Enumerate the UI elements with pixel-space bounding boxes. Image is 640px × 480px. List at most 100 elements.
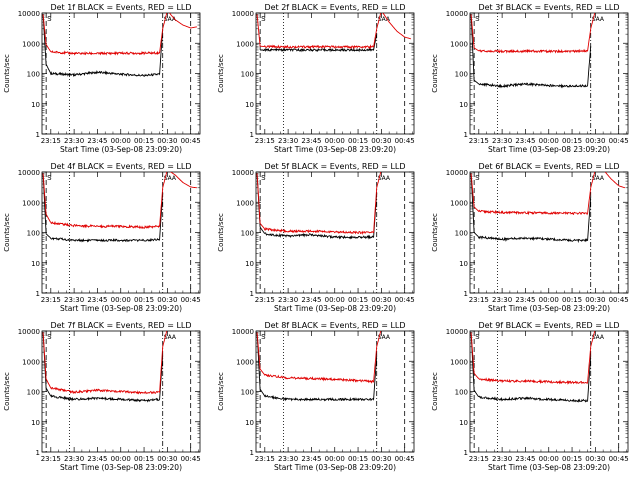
y-tick-label: 1 bbox=[250, 449, 254, 457]
events-series-line bbox=[256, 332, 378, 402]
reference-lines bbox=[45, 172, 192, 293]
x-tick-label: 23:30 bbox=[492, 455, 512, 463]
x-tick-label: 23:45 bbox=[515, 137, 535, 145]
series-group bbox=[42, 172, 197, 243]
panel-det-5f: Det 5f BLACK = Events, RED = LLD 1 10 100 10… bbox=[217, 162, 415, 313]
y-tick-label: 10 bbox=[459, 260, 468, 268]
marker-label-s: S bbox=[47, 174, 52, 182]
series-group bbox=[256, 172, 411, 240]
series-group bbox=[470, 331, 625, 403]
events-series-line bbox=[470, 173, 592, 244]
x-tick-label: 00:00 bbox=[539, 296, 559, 304]
y-tick-label: 10000 bbox=[18, 10, 40, 18]
marker-label-s: S bbox=[261, 15, 266, 23]
x-tick-label: 00:30 bbox=[585, 455, 605, 463]
panel-title: Det 5f BLACK = Events, RED = LLD bbox=[264, 162, 405, 171]
y-tick-label: 1000 bbox=[236, 199, 254, 207]
panel-title: Det 2f BLACK = Events, RED = LLD bbox=[264, 3, 405, 12]
y-tick-label: 10 bbox=[459, 101, 468, 109]
x-tick-label: 23:30 bbox=[492, 296, 512, 304]
x-tick-label: 00:30 bbox=[157, 296, 177, 304]
y-axis-title: Counts/sec bbox=[431, 54, 439, 93]
y-tick-label: 1000 bbox=[236, 40, 254, 48]
x-tick-label: 00:00 bbox=[539, 137, 559, 145]
x-tick-label: 23:45 bbox=[87, 455, 107, 463]
lld-series-line bbox=[256, 13, 411, 50]
x-tick-label: 23:30 bbox=[64, 455, 84, 463]
y-tick-label: 1000 bbox=[22, 358, 40, 366]
panel-det-9f: Det 9f BLACK = Events, RED = LLD 1 10 100 10… bbox=[431, 321, 629, 472]
y-tick-label: 1 bbox=[464, 131, 468, 139]
y-tick-label: 10 bbox=[245, 419, 254, 427]
marker-label-s: S bbox=[475, 15, 480, 23]
x-tick-label: 23:30 bbox=[64, 137, 84, 145]
events-series-line bbox=[42, 332, 164, 403]
reference-lines bbox=[473, 172, 620, 293]
y-tick-label: 1 bbox=[36, 449, 40, 457]
plot-frame bbox=[469, 330, 629, 453]
x-tick-label: 00:15 bbox=[134, 455, 154, 463]
x-tick-label: 23:15 bbox=[41, 296, 61, 304]
x-axis-title: Start Time (03-Sep-08 23:09:20) bbox=[274, 145, 396, 154]
x-tick-label: 23:30 bbox=[278, 296, 298, 304]
y-tick-label: 1000 bbox=[22, 40, 40, 48]
x-tick-label: 00:15 bbox=[562, 137, 582, 145]
marker-label-s: S bbox=[261, 333, 266, 341]
marker-label-s: S bbox=[261, 174, 266, 182]
marker-label-saa: SAA bbox=[592, 334, 605, 341]
panel-det-1f: Det 1f BLACK = Events, RED = LLD 1 10 100 10… bbox=[3, 3, 201, 154]
x-tick-label: 23:45 bbox=[301, 296, 321, 304]
marker-label-saa: SAA bbox=[164, 175, 177, 182]
y-tick-label: 100 bbox=[455, 389, 468, 397]
x-tick-label: 23:15 bbox=[41, 455, 61, 463]
series-group bbox=[470, 13, 625, 89]
marker-label-saa: SAA bbox=[378, 175, 391, 182]
y-tick-label: 100 bbox=[455, 71, 468, 79]
panel-title: Det 9f BLACK = Events, RED = LLD bbox=[478, 321, 619, 330]
y-tick-label: 100 bbox=[455, 230, 468, 238]
x-tick-label: 23:15 bbox=[469, 455, 489, 463]
marker-label-s: S bbox=[47, 15, 52, 23]
x-axis-title: Start Time (03-Sep-08 23:09:20) bbox=[488, 145, 610, 154]
y-tick-label: 100 bbox=[27, 389, 40, 397]
y-tick-label: 1 bbox=[250, 290, 254, 298]
x-tick-label: 00:00 bbox=[111, 296, 131, 304]
panel-det-3f: Det 3f BLACK = Events, RED = LLD 1 10 100 10… bbox=[431, 3, 629, 154]
x-tick-label: 00:30 bbox=[585, 137, 605, 145]
y-tick-label: 10 bbox=[459, 419, 468, 427]
x-tick-label: 23:30 bbox=[278, 455, 298, 463]
panel-det-2f: Det 2f BLACK = Events, RED = LLD 1 10 100 10… bbox=[217, 3, 415, 154]
y-tick-label: 10000 bbox=[232, 328, 254, 336]
marker-label-saa: SAA bbox=[592, 175, 605, 182]
x-tick-label: 00:45 bbox=[395, 296, 415, 304]
x-axis-title: Start Time (03-Sep-08 23:09:20) bbox=[488, 463, 610, 472]
y-tick-label: 1 bbox=[250, 131, 254, 139]
x-tick-label: 23:45 bbox=[515, 455, 535, 463]
panel-det-4f: Det 4f BLACK = Events, RED = LLD 1 10 100 10… bbox=[3, 162, 201, 313]
x-tick-label: 00:45 bbox=[609, 296, 629, 304]
y-tick-label: 10 bbox=[31, 101, 40, 109]
y-tick-label: 10 bbox=[245, 101, 254, 109]
events-series-line bbox=[256, 173, 378, 240]
x-tick-label: 23:30 bbox=[492, 137, 512, 145]
series-group bbox=[470, 172, 626, 244]
lld-series-line bbox=[42, 331, 197, 395]
marker-label-s: S bbox=[475, 333, 480, 341]
y-axis-title: Counts/sec bbox=[217, 372, 225, 411]
y-tick-label: 100 bbox=[241, 71, 254, 79]
y-tick-label: 1000 bbox=[450, 199, 468, 207]
x-tick-label: 00:45 bbox=[609, 455, 629, 463]
y-tick-label: 10000 bbox=[232, 169, 254, 177]
x-tick-label: 00:30 bbox=[157, 455, 177, 463]
lld-series-line bbox=[256, 172, 411, 235]
x-tick-label: 23:30 bbox=[64, 296, 84, 304]
x-tick-label: 00:45 bbox=[181, 137, 201, 145]
y-tick-label: 10 bbox=[31, 260, 40, 268]
x-tick-label: 00:00 bbox=[539, 455, 559, 463]
x-tick-label: 23:15 bbox=[255, 137, 275, 145]
plot-frame bbox=[255, 330, 415, 453]
lld-series-line bbox=[42, 13, 197, 56]
lld-series-line bbox=[470, 172, 626, 216]
x-axis-title: Start Time (03-Sep-08 23:09:20) bbox=[60, 463, 182, 472]
